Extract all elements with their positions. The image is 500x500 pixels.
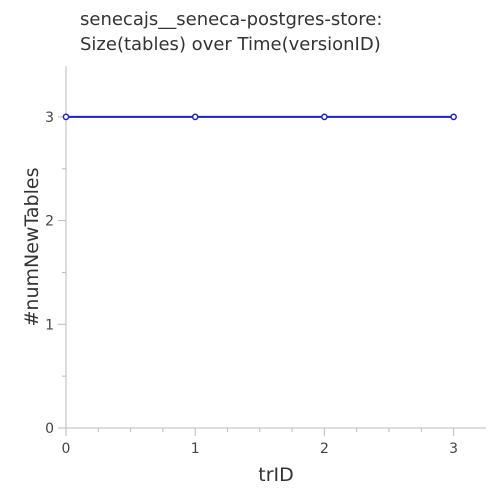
y-tick-label: 0 xyxy=(45,421,54,437)
x-axis-label: trID xyxy=(258,464,294,486)
data-point xyxy=(193,114,198,119)
y-tick-label: 3 xyxy=(45,110,54,126)
y-axis-label: #numNewTables xyxy=(21,168,43,327)
chart-title-line-2: Size(tables) over Time(versionID) xyxy=(80,34,381,55)
x-ticks: 0 1 2 3 xyxy=(62,428,459,457)
data-point xyxy=(451,114,456,119)
data-point xyxy=(322,114,327,119)
series-layer xyxy=(63,114,456,119)
x-tick-label: 2 xyxy=(320,441,329,457)
x-tick-label: 1 xyxy=(191,441,200,457)
y-tick-label: 1 xyxy=(45,317,54,333)
y-ticks: 0 1 2 3 xyxy=(45,110,66,437)
x-tick-label: 0 xyxy=(62,441,71,457)
y-tick-label: 2 xyxy=(45,214,54,230)
chart-title-line-1: senecajs__seneca-postgres-store: xyxy=(80,9,382,30)
x-tick-label: 3 xyxy=(449,441,458,457)
chart-title: senecajs__seneca-postgres-store: Size(ta… xyxy=(80,9,382,55)
minor-ticks xyxy=(62,169,421,432)
data-point xyxy=(63,114,68,119)
